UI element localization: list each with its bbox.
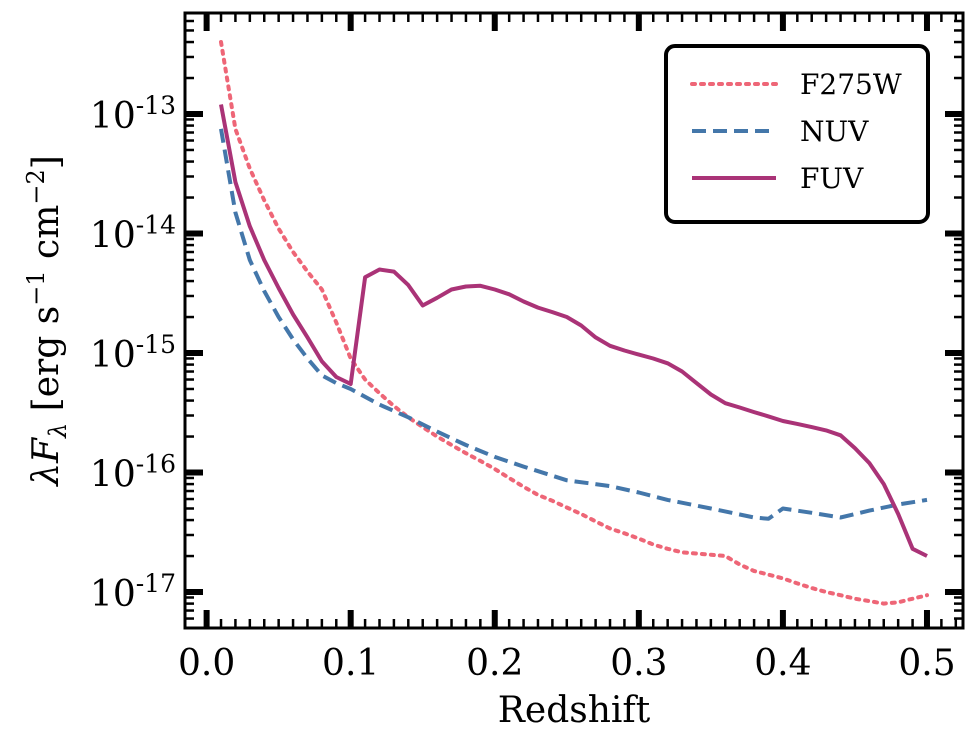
y-title-mid: cm bbox=[26, 205, 67, 271]
legend-label: NUV bbox=[800, 115, 869, 148]
y-tick-exponent: -13 bbox=[136, 91, 176, 120]
series-line-f275w bbox=[219, 40, 929, 606]
label-layer: 0.0 0.1 0.2 0.3 0.4 0.510-1310-1410-1510-1610… bbox=[22, 91, 956, 731]
y-title-exp2: −2 bbox=[22, 169, 50, 204]
legend-label: FUV bbox=[800, 162, 864, 195]
x-tick-label: 0.0 bbox=[178, 643, 235, 684]
y-tick-exponent: -14 bbox=[136, 211, 176, 240]
legend-label: F275W bbox=[800, 68, 902, 101]
y-axis-title: λFλ [erg s−1 cm−2] bbox=[22, 155, 72, 488]
x-tick-label: 0.1 bbox=[322, 643, 379, 684]
y-tick-exponent: -17 bbox=[136, 569, 176, 598]
y-tick-label: 10-13 bbox=[90, 91, 176, 137]
tick-layer bbox=[185, 11, 963, 630]
y-tick-label: 10-15 bbox=[90, 330, 176, 376]
y-tick-exponent: -15 bbox=[136, 330, 176, 359]
y-tick-base: 10 bbox=[90, 216, 136, 257]
x-axis-title: Redshift bbox=[498, 690, 651, 731]
series-line-nuv bbox=[219, 128, 928, 521]
y-tick-label: 10-14 bbox=[90, 211, 176, 257]
plot-frame bbox=[183, 11, 965, 630]
series-layer bbox=[219, 40, 929, 606]
y-tick-label: 10-17 bbox=[90, 569, 176, 615]
y-tick-base: 10 bbox=[90, 455, 136, 496]
y-tick-base: 10 bbox=[90, 574, 136, 615]
y-tick-base: 10 bbox=[90, 96, 136, 137]
y-tick-base: 10 bbox=[90, 335, 136, 376]
y-tick-label: 10-16 bbox=[90, 450, 176, 496]
y-title-main: λF bbox=[26, 436, 67, 488]
x-tick-label: 0.5 bbox=[898, 643, 955, 684]
x-tick-label: 0.2 bbox=[466, 643, 523, 684]
y-title-exp1: −1 bbox=[22, 270, 50, 305]
y-tick-exponent: -16 bbox=[136, 450, 176, 479]
series-line-fuv bbox=[219, 104, 928, 558]
y-title-sub: λ bbox=[44, 423, 72, 439]
y-title-close: ] bbox=[26, 155, 67, 169]
x-tick-label: 0.3 bbox=[610, 643, 667, 684]
x-tick-label: 0.4 bbox=[754, 643, 811, 684]
y-title-units: [erg s bbox=[26, 306, 67, 423]
legend: F275W NUV FUV bbox=[664, 44, 930, 224]
